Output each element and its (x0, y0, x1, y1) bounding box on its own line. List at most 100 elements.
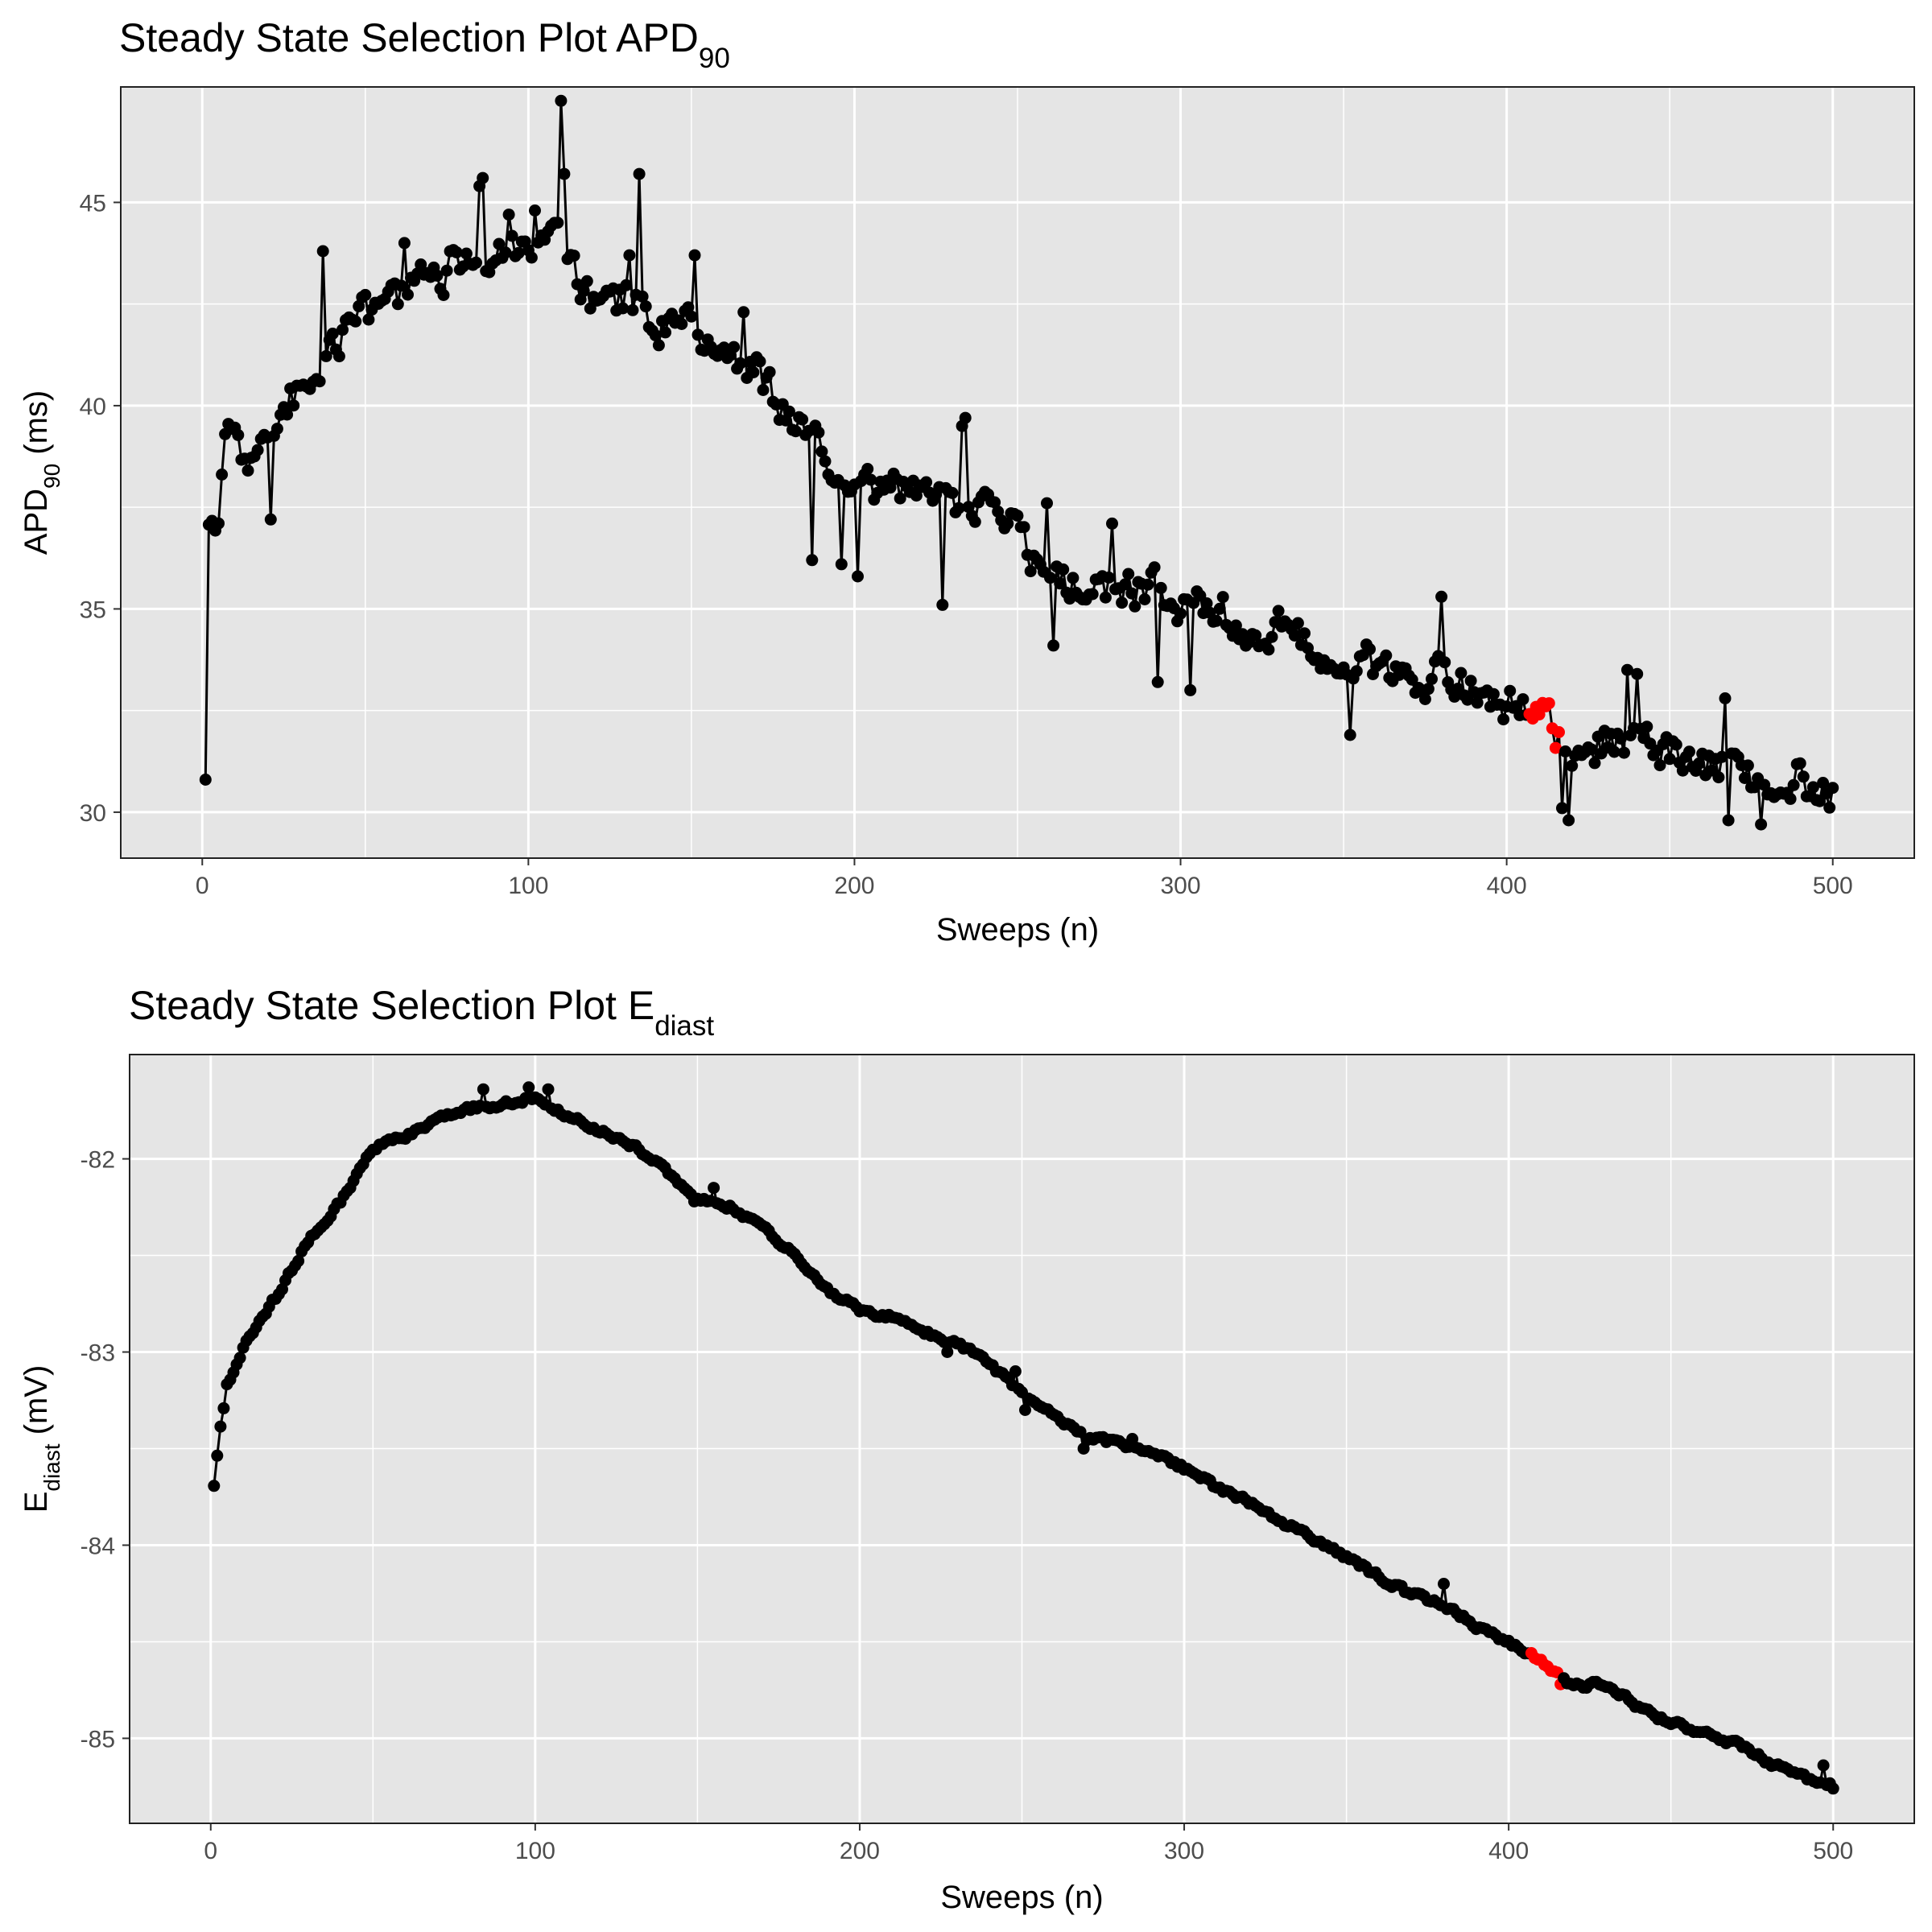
data-point (1676, 764, 1689, 777)
highlighted-point (1542, 697, 1555, 710)
data-point (1298, 627, 1311, 640)
data-point (398, 237, 411, 250)
data-point (217, 1402, 230, 1414)
data-point (1138, 593, 1151, 605)
data-point (1556, 802, 1568, 815)
data-point (558, 167, 571, 180)
data-point (1827, 1782, 1839, 1795)
data-point (292, 1254, 305, 1267)
data-point (506, 229, 518, 242)
data-point (580, 275, 593, 287)
y-tick-label: -85 (80, 1726, 115, 1752)
data-point (708, 1182, 720, 1195)
data-point (1787, 778, 1800, 791)
data-point (623, 249, 636, 262)
data-point (819, 455, 832, 468)
data-point (835, 558, 848, 571)
data-point (636, 290, 649, 303)
data-point (1566, 759, 1579, 772)
data-point (551, 217, 564, 229)
data-point (1641, 720, 1653, 733)
chart-panel-1: 0 100 200 300 400 500 30 35 40 45 Steady State Sel… (19, 15, 1915, 947)
panel-border (120, 86, 1915, 859)
data-point (499, 246, 512, 259)
data-point (1614, 732, 1627, 745)
x-tick-label: 0 (196, 873, 209, 899)
series-points (208, 1081, 1839, 1795)
data-point (936, 598, 949, 611)
data-point (1119, 578, 1132, 591)
data-point (1350, 665, 1363, 678)
data-point (1200, 597, 1213, 609)
data-point (502, 208, 515, 221)
y-tick-label: 40 (80, 394, 106, 420)
data-point (1288, 630, 1301, 642)
x-axis-title: Sweeps (n) (936, 912, 1099, 947)
data-point (394, 279, 407, 292)
data-point (1585, 743, 1598, 756)
data-point (1125, 587, 1138, 600)
data-point (440, 264, 453, 277)
data-point (1018, 521, 1030, 534)
data-point (525, 251, 538, 264)
data-point (1784, 792, 1797, 805)
x-tick-label: 0 (204, 1838, 217, 1864)
data-point (1024, 565, 1037, 578)
data-point (763, 365, 776, 378)
data-point (691, 328, 704, 341)
data-point (1497, 713, 1510, 726)
data-point (522, 1081, 535, 1094)
data-point (1719, 692, 1732, 704)
data-point (320, 349, 332, 362)
data-point (620, 279, 633, 291)
data-point (493, 237, 506, 250)
data-point (1148, 561, 1161, 574)
data-point (1041, 497, 1053, 510)
data-point (757, 384, 770, 396)
data-point (806, 554, 819, 567)
data-point (332, 350, 345, 363)
data-point (633, 167, 646, 180)
data-point (1621, 663, 1633, 676)
data-point (1563, 814, 1575, 827)
data-point (1559, 745, 1572, 758)
data-point (884, 481, 897, 494)
data-point (1047, 639, 1060, 652)
series-points (199, 94, 1839, 831)
data-point (542, 1083, 555, 1096)
data-point (1249, 629, 1262, 642)
y-tick-label: -82 (80, 1147, 115, 1174)
data-point (242, 464, 254, 477)
x-tick-label: 200 (840, 1838, 880, 1864)
data-point (470, 256, 482, 269)
data-point (251, 444, 264, 456)
chart-panel-2: 0 100 200 300 400 500 -85 -84 -83 -82 Steady State… (19, 983, 1915, 1915)
data-point (952, 502, 965, 514)
data-point (728, 341, 741, 353)
data-point (1009, 1365, 1022, 1377)
data-point (1693, 757, 1706, 770)
data-point (1184, 683, 1197, 696)
x-tick-label: 300 (1164, 1838, 1204, 1864)
data-point (402, 288, 414, 301)
data-point (1344, 729, 1356, 741)
x-tick-label: 300 (1161, 873, 1201, 899)
data-point (199, 774, 212, 786)
data-point (1683, 745, 1695, 758)
x-tick-label: 100 (515, 1838, 555, 1864)
data-point (1618, 746, 1630, 759)
data-point (989, 496, 1001, 509)
highlighted-point (1533, 708, 1546, 720)
data-point (1504, 684, 1517, 697)
data-point (1794, 757, 1806, 770)
data-point (1827, 782, 1839, 795)
data-point (415, 258, 427, 270)
data-point (1487, 687, 1500, 700)
panel-border (129, 1054, 1915, 1824)
data-point (920, 476, 933, 489)
data-point (1099, 591, 1112, 604)
data-point (577, 284, 590, 297)
data-point (1435, 590, 1448, 603)
data-point (1438, 1578, 1450, 1590)
